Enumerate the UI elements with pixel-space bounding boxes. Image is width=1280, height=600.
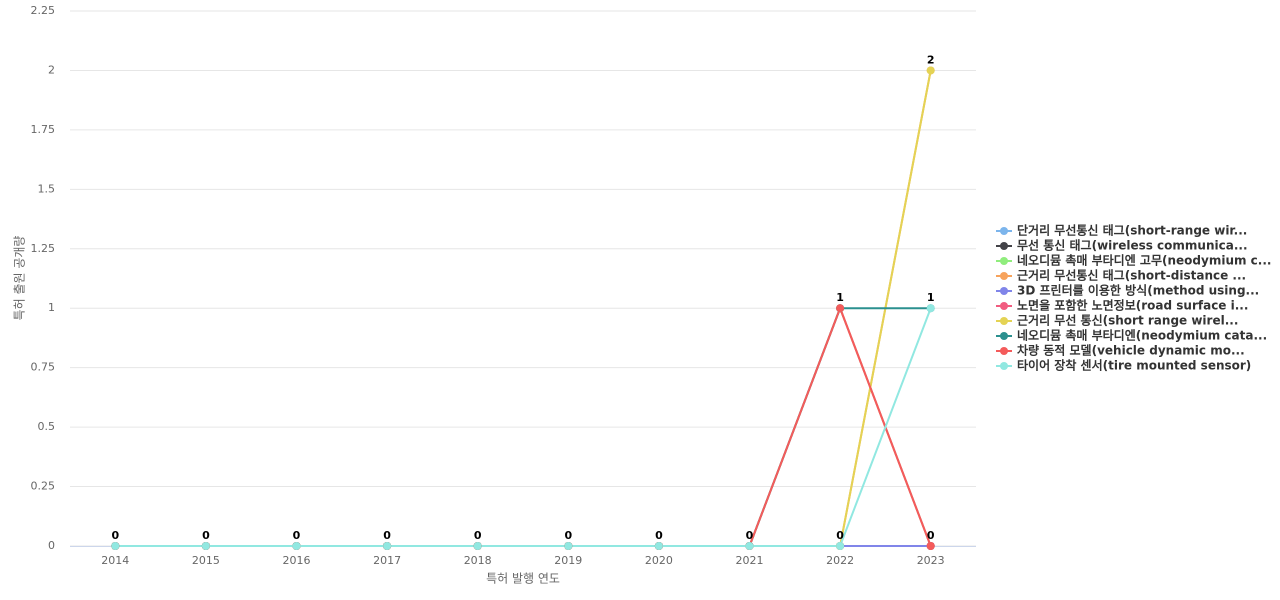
y-tick-label: 2.25 [31, 4, 56, 17]
data-point [473, 542, 482, 550]
legend-label: 근거리 무선 통신(short range wirel... [1017, 313, 1238, 328]
legend-label: 무선 통신 태그(wireless communica... [1017, 238, 1248, 253]
y-tick-label: 0.25 [31, 480, 56, 493]
data-point [383, 542, 392, 550]
data-label: 0 [111, 529, 119, 542]
data-point [564, 542, 573, 550]
data-label: 0 [474, 529, 482, 542]
legend-label: 단거리 무선통신 태그(short-range wir... [1017, 223, 1247, 238]
data-label: 0 [927, 529, 935, 542]
legend-marker [1000, 347, 1008, 355]
data-label: 0 [655, 529, 663, 542]
y-tick-label: 1.75 [31, 123, 56, 136]
data-point [836, 542, 845, 550]
legend-marker [1000, 227, 1008, 235]
data-point [926, 304, 935, 313]
x-tick-label: 2022 [826, 554, 854, 567]
y-tick-label: 0 [48, 539, 55, 552]
data-label: 1 [836, 291, 844, 304]
x-tick-label: 2021 [736, 554, 764, 567]
x-tick-label: 2019 [554, 554, 582, 567]
data-label: 0 [564, 529, 572, 542]
legend-marker [1000, 302, 1008, 310]
legend-label: 3D 프린터를 이용한 방식(method using... [1017, 283, 1259, 298]
data-point [926, 542, 935, 550]
x-tick-label: 2017 [373, 554, 401, 567]
x-tick-label: 2023 [917, 554, 945, 567]
data-point [292, 542, 301, 550]
data-label: 0 [746, 529, 754, 542]
y-tick-label: 1 [48, 301, 55, 314]
y-tick-label: 2 [48, 63, 55, 76]
y-tick-label: 1.5 [38, 182, 56, 195]
data-point [836, 304, 845, 313]
legend-marker [1000, 272, 1008, 280]
x-axis-title: 특허 발행 연도 [486, 571, 560, 586]
y-tick-label: 0.75 [31, 361, 56, 374]
legend-label: 차량 동적 모델(vehicle dynamic mo... [1017, 343, 1245, 358]
x-tick-label: 2018 [464, 554, 492, 567]
legend-label: 네오디뮴 촉매 부타디엔 고무(neodymium c... [1017, 253, 1271, 268]
legend-marker [1000, 332, 1008, 340]
legend-marker [1000, 362, 1008, 370]
legend-marker [1000, 317, 1008, 325]
legend-label: 근거리 무선통신 태그(short-distance ... [1017, 268, 1246, 283]
legend-marker [1000, 257, 1008, 265]
legend-label: 네오디뮴 촉매 부타디엔(neodymium cata... [1017, 328, 1267, 343]
data-label: 0 [293, 529, 301, 542]
data-label: 2 [927, 53, 935, 66]
x-tick-label: 2016 [283, 554, 311, 567]
x-tick-label: 2020 [645, 554, 673, 567]
y-axis-title: 특허 출원 공개량 [13, 236, 27, 321]
data-point [745, 542, 754, 550]
y-tick-label: 1.25 [31, 242, 56, 255]
x-tick-label: 2014 [101, 554, 129, 567]
data-label: 1 [927, 291, 935, 304]
x-tick-label: 2015 [192, 554, 220, 567]
series-line [115, 307, 932, 547]
data-label: 0 [202, 529, 210, 542]
legend-marker [1000, 242, 1008, 250]
data-point [654, 542, 663, 550]
data-point [111, 542, 120, 550]
legend-marker [1000, 287, 1008, 295]
legend-label: 노면을 포함한 노면정보(road surface i... [1017, 298, 1248, 313]
legend-label: 타이어 장착 센서(tire mounted sensor) [1017, 358, 1251, 373]
data-point [201, 542, 210, 550]
data-label: 0 [383, 529, 391, 542]
y-tick-label: 0.5 [38, 420, 56, 433]
data-point [926, 66, 935, 75]
data-label: 0 [836, 529, 844, 542]
